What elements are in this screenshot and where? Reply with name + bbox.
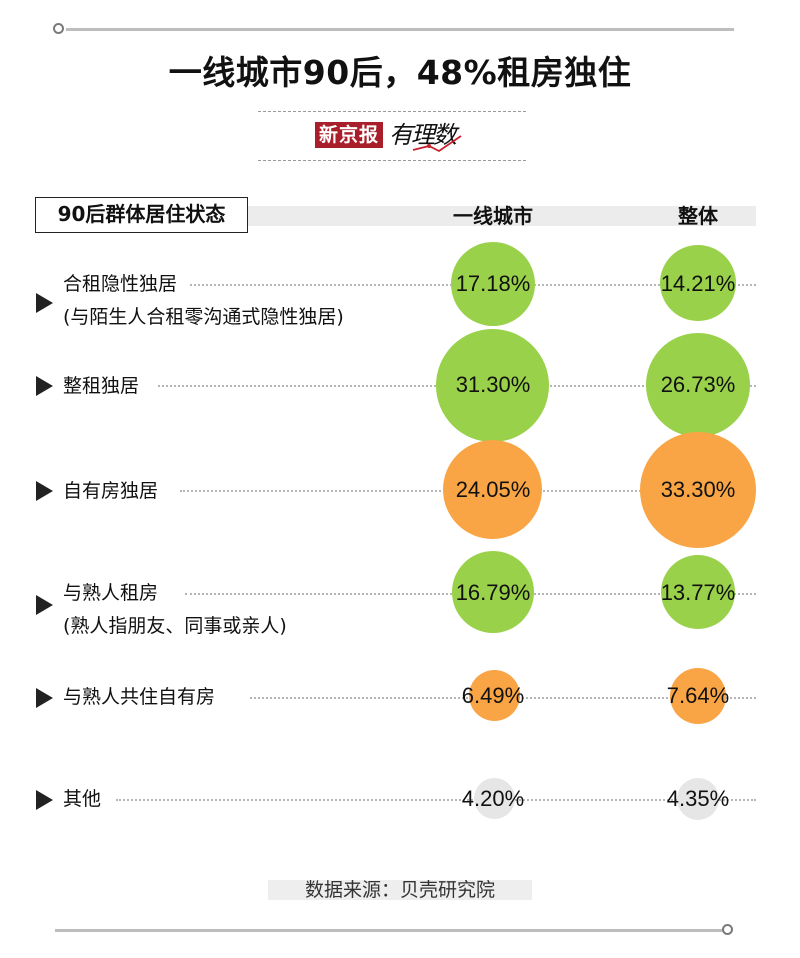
bottom-divider-circle-icon bbox=[722, 924, 733, 935]
bubble-overall bbox=[661, 555, 735, 629]
bubble-tier1 bbox=[451, 242, 535, 326]
brand-divider-top bbox=[258, 111, 526, 112]
value-overall: 13.77% bbox=[660, 580, 736, 605]
column-logo-text: 有理数 bbox=[389, 121, 457, 149]
column-header-tier1: 一线城市 bbox=[453, 204, 533, 228]
row-sublabel: (与陌生人合租零沟通式隐性独居) bbox=[63, 306, 344, 328]
row-arrow-icon bbox=[36, 790, 53, 810]
row-arrow-icon bbox=[36, 595, 53, 615]
row-arrow-icon bbox=[36, 688, 53, 708]
bubble-overall bbox=[670, 668, 726, 724]
column-logo: 有理数 bbox=[389, 121, 462, 153]
row-arrow-icon bbox=[36, 481, 53, 501]
row-label: 整租独居 bbox=[63, 375, 140, 397]
row-guide-line bbox=[116, 799, 756, 801]
bubble-overall bbox=[646, 333, 750, 437]
row-label: 与熟人租房 bbox=[63, 582, 159, 604]
column-header-overall: 整体 bbox=[678, 204, 718, 228]
row-arrow-icon bbox=[36, 293, 53, 313]
brand-logo: 新京报 有理数 bbox=[315, 121, 462, 153]
row-label: 自有房独居 bbox=[63, 480, 159, 502]
brand-divider-bottom bbox=[258, 160, 526, 161]
value-overall: 33.30% bbox=[660, 477, 736, 502]
bubble-tier1 bbox=[469, 670, 520, 721]
row-label: 合租隐性独居 bbox=[63, 273, 178, 295]
value-tier1: 6.49% bbox=[461, 683, 525, 708]
row-arrow-icon bbox=[36, 376, 53, 396]
header-band bbox=[248, 206, 756, 226]
top-divider-circle-icon bbox=[53, 23, 64, 34]
value-tier1: 4.20% bbox=[461, 786, 525, 811]
bubble-tier1 bbox=[443, 440, 542, 539]
bubble-overall bbox=[677, 778, 719, 820]
bubble-tier1 bbox=[474, 778, 515, 819]
bubble-overall bbox=[660, 245, 736, 321]
value-overall: 7.64% bbox=[666, 683, 730, 708]
value-tier1: 17.18% bbox=[455, 271, 531, 296]
value-overall: 26.73% bbox=[660, 372, 736, 397]
row-sublabel: (熟人指朋友、同事或亲人) bbox=[63, 615, 287, 637]
top-divider-line bbox=[66, 28, 734, 31]
data-source: 数据来源：贝壳研究院 bbox=[268, 880, 532, 900]
trend-line-icon bbox=[412, 135, 462, 153]
bubble-tier1 bbox=[436, 329, 549, 442]
value-tier1: 16.79% bbox=[455, 580, 531, 605]
value-tier1: 24.05% bbox=[455, 477, 531, 502]
bubble-tier1 bbox=[452, 551, 534, 633]
bottom-divider-line bbox=[55, 929, 723, 932]
value-overall: 14.21% bbox=[660, 271, 736, 296]
bubble-overall bbox=[640, 432, 756, 548]
row-label: 与熟人共住自有房 bbox=[63, 686, 216, 708]
value-tier1: 31.30% bbox=[455, 372, 531, 397]
value-overall: 4.35% bbox=[666, 786, 730, 811]
chart-title: 一线城市90后，48%租房独住 bbox=[168, 53, 632, 92]
row-label: 其他 bbox=[63, 788, 102, 810]
publisher-logo: 新京报 bbox=[315, 122, 384, 148]
category-header: 90后群体居住状态 bbox=[35, 197, 248, 233]
